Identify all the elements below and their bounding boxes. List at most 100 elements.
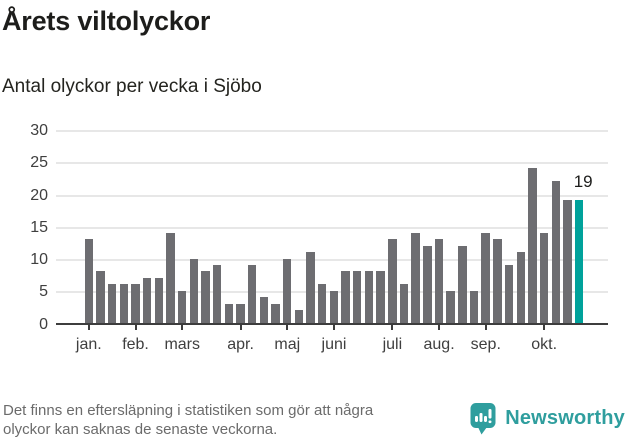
bar-slot (573, 118, 585, 323)
bar-slot (176, 118, 188, 323)
bar-slot (457, 118, 469, 323)
x-axis-tick (286, 324, 289, 330)
gridline-25 (56, 162, 608, 165)
bar-slot (200, 118, 212, 323)
bar-slot (188, 118, 200, 323)
bar-slot (421, 118, 433, 323)
x-axis-label: mars (164, 336, 200, 353)
bar (178, 290, 187, 323)
bar-slot (468, 118, 480, 323)
bar (271, 303, 280, 323)
bar (388, 239, 397, 323)
x-axis-tick (391, 324, 394, 330)
bar-slot (445, 118, 457, 323)
bar (213, 264, 222, 323)
bar (376, 271, 385, 323)
x-axis-label: maj (274, 336, 301, 353)
y-axis-label: 0 (39, 315, 48, 333)
x-axis-tick (134, 324, 137, 330)
bar (353, 271, 362, 323)
bar (458, 245, 467, 323)
bar (283, 258, 292, 323)
bar (318, 284, 327, 323)
y-axis-label: 10 (30, 251, 48, 268)
bar (399, 284, 409, 323)
bar-slot (492, 118, 504, 323)
newsworthy-wordmark: Newsworthy (505, 407, 625, 429)
bar-slot (316, 118, 328, 323)
bar (493, 239, 502, 323)
bar (469, 290, 479, 323)
gridline-15 (56, 226, 608, 229)
bar-slot (328, 118, 340, 323)
bar-slot (293, 118, 305, 323)
x-axis-tick (484, 324, 487, 330)
bar-slot (258, 118, 270, 323)
bar-slot (165, 118, 177, 323)
bar (236, 303, 245, 323)
bar-slot (538, 118, 550, 323)
footer-note: Det finns en eftersläpning i statistiken… (3, 401, 373, 439)
bar (516, 252, 525, 323)
x-axis-label: aug. (423, 336, 455, 353)
bar (143, 277, 152, 323)
bar-slot (118, 118, 130, 323)
gridline-20 (56, 194, 608, 197)
bar (504, 264, 514, 323)
bar-slot (375, 118, 387, 323)
newsworthy-logo[interactable]: Newsworthy (470, 402, 625, 435)
bar (528, 168, 537, 323)
bar (131, 284, 140, 323)
y-axis-label: 25 (30, 154, 48, 172)
bar-slot (515, 118, 527, 323)
bar-slot (95, 118, 107, 323)
x-axis-tick (543, 324, 546, 330)
bar-slot (503, 118, 515, 323)
y-axis-label: 30 (30, 122, 48, 139)
bar (563, 200, 572, 323)
bar (259, 297, 269, 323)
x-axis-label: okt. (531, 336, 558, 353)
bar (189, 258, 199, 323)
bar (411, 232, 420, 323)
x-axis-tick (87, 324, 90, 330)
bar-slot (363, 118, 375, 323)
bar (154, 277, 164, 323)
bar (166, 232, 175, 323)
footer-note-line2: olyckor kan saknas de senaste veckorna. (3, 421, 278, 438)
last-value-label: 19 (573, 171, 593, 191)
bar (248, 264, 257, 323)
bar-slot (141, 118, 153, 323)
highlighted-bar (574, 200, 584, 323)
bar (84, 239, 94, 323)
bar-slot (211, 118, 223, 323)
chart-subtitle: Antal olyckor per vecka i Sjöbo (2, 76, 262, 97)
bar-chart: 0 5 10 15 20 25 30 jan. feb. mars apr. maj juni juli a… (0, 118, 631, 370)
bar-slot (281, 118, 293, 323)
bar (434, 239, 444, 323)
bar-slot (130, 118, 142, 323)
bar-slot (398, 118, 410, 323)
newsworthy-bubble-icon (470, 403, 496, 435)
bar (294, 310, 304, 323)
x-axis-label: sep. (470, 336, 501, 353)
x-axis-label: apr. (227, 336, 254, 353)
bar-slot (550, 118, 562, 323)
bar-slot (223, 118, 235, 323)
x-axis-tick (181, 324, 184, 330)
bar (446, 290, 455, 323)
x-axis-tick (333, 324, 335, 330)
bar (481, 232, 490, 323)
x-axis-label: feb. (122, 336, 149, 353)
bar (364, 271, 374, 323)
bar-slot (305, 118, 317, 323)
bar-slot (340, 118, 352, 323)
bar (96, 271, 105, 323)
bar (119, 284, 129, 323)
bar-slot (235, 118, 247, 323)
bar-slot (562, 118, 574, 323)
bar (551, 181, 560, 323)
bar-slot (153, 118, 165, 323)
bar (423, 245, 432, 323)
bar-slot (527, 118, 539, 323)
